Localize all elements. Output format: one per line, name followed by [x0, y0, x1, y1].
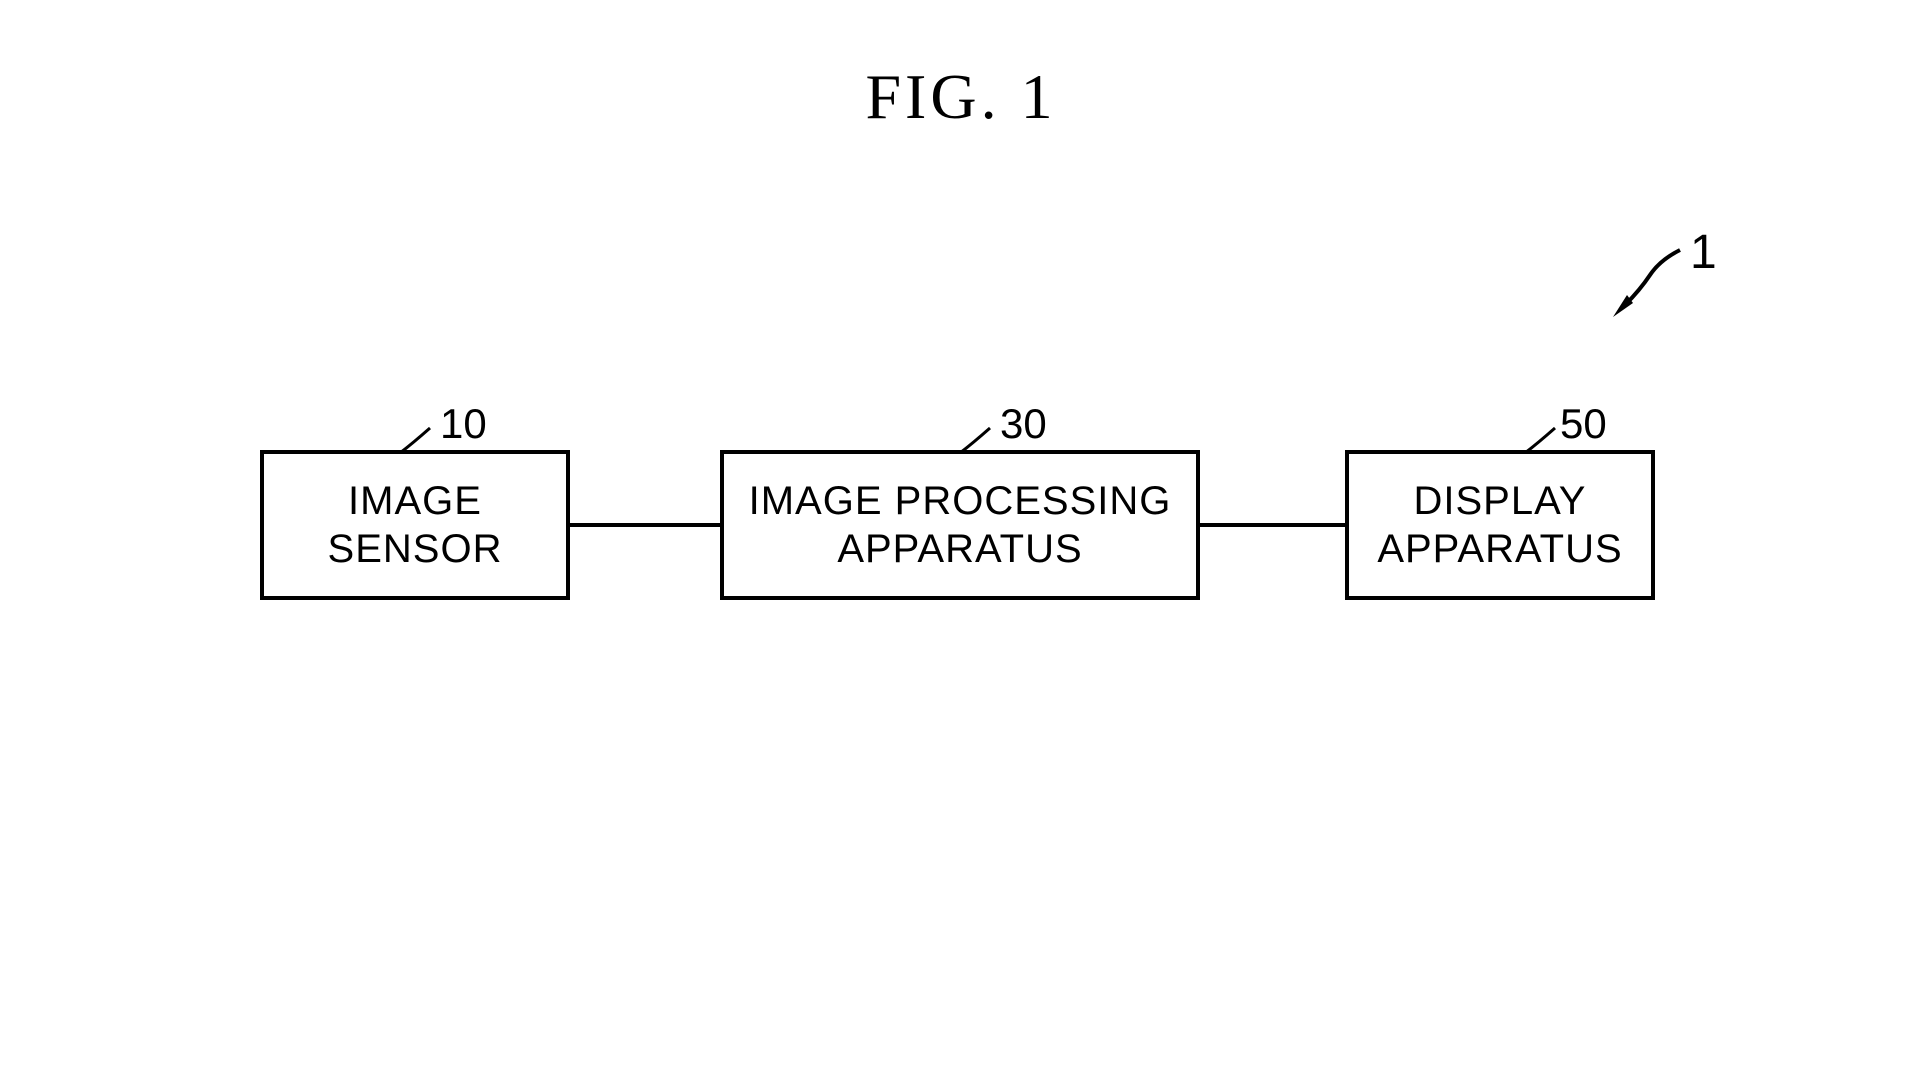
block-display-apparatus: DISPLAYAPPARATUS [1345, 450, 1655, 600]
block-ref-10: 10 [440, 400, 487, 448]
connector-line [570, 523, 720, 527]
block-label: DISPLAYAPPARATUS [1377, 477, 1622, 573]
block-ref-50: 50 [1560, 400, 1607, 448]
system-arrow-icon [1605, 245, 1690, 325]
block-label: IMAGESENSOR [328, 477, 503, 573]
block-image-sensor: IMAGESENSOR [260, 450, 570, 600]
system-ref-number: 1 [1690, 225, 1717, 280]
connector-line [1200, 523, 1345, 527]
figure-title: FIG. 1 [865, 60, 1056, 134]
block-ref-30: 30 [1000, 400, 1047, 448]
block-label: IMAGE PROCESSINGAPPARATUS [749, 477, 1172, 573]
block-image-processing: IMAGE PROCESSINGAPPARATUS [720, 450, 1200, 600]
